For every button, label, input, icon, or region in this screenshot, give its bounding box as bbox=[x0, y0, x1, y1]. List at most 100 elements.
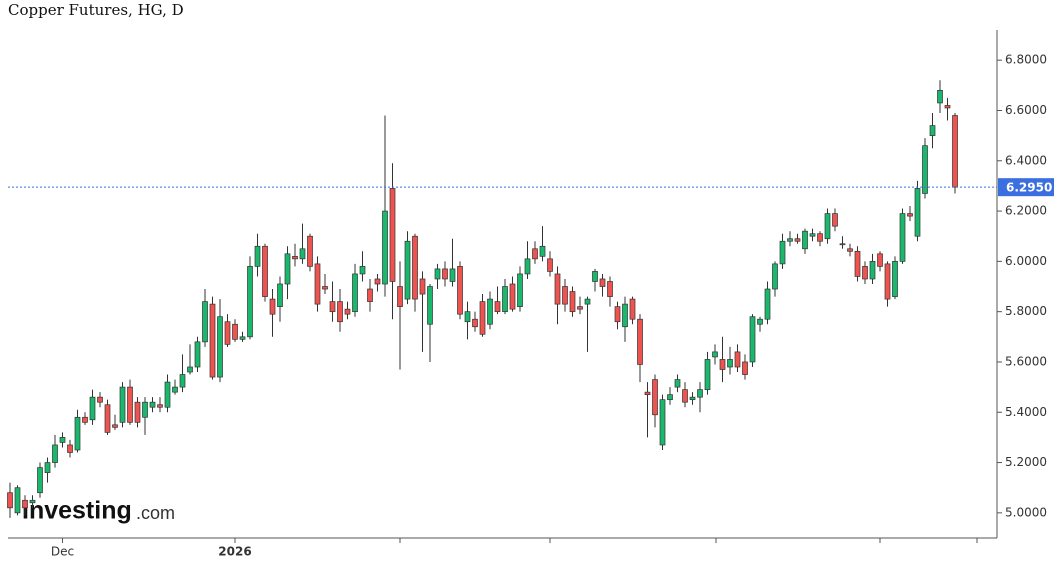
y-tick-label: 5.6000 bbox=[1005, 354, 1047, 368]
candle-body bbox=[719, 359, 726, 370]
candle-body bbox=[502, 286, 508, 313]
candle-body bbox=[119, 386, 126, 423]
candle-body bbox=[292, 255, 298, 260]
candle-body bbox=[757, 318, 763, 325]
candle-body bbox=[397, 286, 403, 307]
candle-body bbox=[352, 273, 358, 313]
candle-body bbox=[877, 253, 883, 267]
candle-body bbox=[239, 336, 246, 340]
y-tick-label: 5.0000 bbox=[1005, 505, 1047, 519]
candle-body bbox=[52, 444, 58, 463]
candle-body bbox=[637, 318, 643, 365]
candle-body bbox=[367, 288, 373, 302]
candle-body bbox=[547, 258, 553, 272]
candle-body bbox=[922, 145, 928, 194]
candle-body bbox=[794, 238, 801, 242]
candle-body bbox=[7, 492, 13, 509]
candle-body bbox=[554, 273, 561, 305]
current-price-box bbox=[998, 178, 1054, 197]
candle-body bbox=[937, 90, 943, 104]
candle-body bbox=[472, 318, 478, 328]
candle-body bbox=[217, 316, 223, 378]
candle-body bbox=[704, 359, 711, 390]
candle-body bbox=[914, 188, 921, 237]
candle-body bbox=[337, 301, 343, 323]
candle-body bbox=[404, 240, 411, 300]
current-price-label: 6.2950 bbox=[1006, 181, 1052, 195]
candle-body bbox=[179, 374, 186, 388]
candle-body bbox=[82, 416, 88, 423]
candle-body bbox=[824, 213, 831, 240]
candle-body bbox=[29, 499, 36, 504]
candle-body bbox=[494, 301, 501, 313]
candle-body bbox=[772, 263, 778, 290]
candle-body bbox=[307, 235, 313, 267]
candle-body bbox=[187, 366, 193, 373]
candle-body bbox=[449, 268, 456, 282]
candle-body bbox=[764, 288, 771, 320]
candle-body bbox=[532, 248, 538, 260]
candle-body bbox=[74, 416, 81, 451]
candle-body bbox=[419, 278, 426, 295]
candle-body bbox=[232, 323, 238, 340]
candle-body bbox=[847, 248, 853, 252]
y-tick-label: 6.0000 bbox=[1005, 254, 1047, 268]
candle-body bbox=[592, 271, 598, 282]
candle-body bbox=[652, 379, 658, 416]
candle-body bbox=[389, 188, 396, 282]
candle-body bbox=[787, 238, 793, 242]
candle-body bbox=[284, 253, 291, 285]
candle-body bbox=[697, 389, 703, 398]
candle-body bbox=[734, 351, 741, 368]
candle-body bbox=[682, 389, 688, 403]
candle-body bbox=[629, 298, 636, 320]
candle-body bbox=[907, 213, 913, 217]
candle-body bbox=[929, 125, 936, 136]
candle-body bbox=[899, 213, 906, 262]
candle-body bbox=[644, 391, 651, 396]
candle-body bbox=[194, 341, 201, 368]
candle-body bbox=[262, 245, 268, 297]
candle-body bbox=[539, 245, 546, 257]
candle-body bbox=[277, 283, 283, 307]
candle-body bbox=[322, 286, 328, 290]
candle-body bbox=[442, 268, 448, 280]
candle-body bbox=[577, 306, 583, 310]
watermark-domain: .com bbox=[136, 503, 175, 523]
candle-body bbox=[374, 278, 381, 285]
candle-body bbox=[22, 499, 28, 509]
candle-body bbox=[817, 233, 823, 242]
candle-body bbox=[599, 278, 606, 287]
candle-body bbox=[569, 291, 576, 313]
candle-body bbox=[344, 308, 351, 315]
candle-body bbox=[202, 301, 208, 343]
y-tick-label: 6.6000 bbox=[1005, 103, 1047, 117]
candle-body bbox=[892, 261, 898, 297]
y-tick-label: 6.8000 bbox=[1005, 53, 1047, 67]
x-axis-ticks bbox=[399, 538, 978, 543]
candle-body bbox=[247, 266, 253, 338]
candle-body bbox=[314, 263, 321, 305]
candle-body bbox=[127, 386, 133, 423]
candle-body bbox=[524, 258, 531, 275]
candle-body bbox=[562, 286, 568, 305]
candle-body bbox=[862, 266, 868, 280]
candle-body bbox=[952, 115, 958, 188]
x-tick-label: 2026 bbox=[218, 545, 251, 559]
chart-title: Copper Futures, HG, D bbox=[8, 1, 184, 19]
candle-body bbox=[359, 266, 366, 275]
candle-body bbox=[607, 281, 613, 297]
candle-body bbox=[517, 273, 523, 307]
y-tick-label: 5.8000 bbox=[1005, 304, 1047, 318]
candle-body bbox=[269, 298, 276, 315]
candle-body bbox=[104, 404, 111, 433]
candle-body bbox=[382, 210, 388, 285]
candle-body bbox=[412, 235, 418, 300]
candle-body bbox=[727, 359, 733, 368]
candle-body bbox=[509, 283, 516, 310]
candle-body bbox=[427, 286, 433, 325]
candle-body bbox=[149, 401, 156, 408]
candle-body bbox=[14, 487, 21, 514]
x-tick-label: Dec bbox=[51, 545, 74, 559]
